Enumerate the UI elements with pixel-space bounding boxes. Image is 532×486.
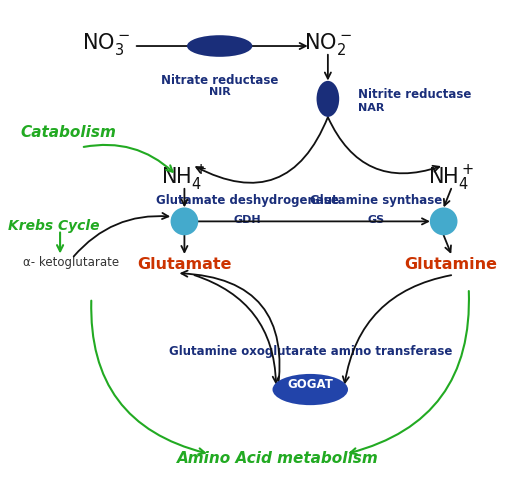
Ellipse shape	[187, 35, 252, 57]
Text: Glutamine: Glutamine	[405, 257, 498, 272]
Text: Glutamate deshydrogenase: Glutamate deshydrogenase	[156, 194, 339, 207]
Text: Glutamine synthase: Glutamine synthase	[310, 194, 442, 207]
Text: NAR: NAR	[358, 104, 385, 113]
Ellipse shape	[317, 81, 339, 117]
Ellipse shape	[272, 374, 348, 405]
Text: NIR: NIR	[209, 87, 230, 97]
Text: GS: GS	[367, 215, 384, 225]
Text: Amino Acid metabolism: Amino Acid metabolism	[177, 451, 378, 466]
Text: α- ketoglutarate: α- ketoglutarate	[23, 256, 119, 269]
Text: GOGAT: GOGAT	[287, 378, 333, 391]
Text: GDH: GDH	[234, 215, 261, 225]
Text: NO$_2^-$: NO$_2^-$	[304, 31, 352, 56]
Text: NH$_4^+$: NH$_4^+$	[161, 163, 207, 193]
Text: Catabolism: Catabolism	[21, 125, 117, 140]
Text: Nitrite reductase: Nitrite reductase	[358, 87, 471, 101]
Text: Nitrate reductase: Nitrate reductase	[161, 74, 278, 87]
Ellipse shape	[430, 208, 458, 235]
Text: Glutamine oxoglutarate amino transferase: Glutamine oxoglutarate amino transferase	[169, 346, 452, 358]
Text: Krebs Cycle: Krebs Cycle	[8, 219, 99, 233]
Text: NH$_4^+$: NH$_4^+$	[428, 163, 475, 193]
Text: NO$_3^-$: NO$_3^-$	[82, 31, 130, 56]
Ellipse shape	[171, 208, 198, 235]
Text: Glutamate: Glutamate	[137, 257, 231, 272]
